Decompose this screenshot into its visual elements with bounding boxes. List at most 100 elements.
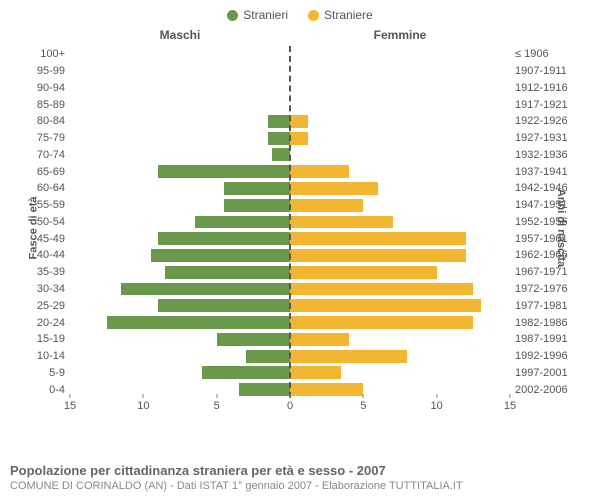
- birth-label: 2002-2006: [515, 384, 570, 396]
- x-tick-mark: [70, 394, 71, 398]
- bar-male: [268, 115, 290, 128]
- legend-swatch: [227, 10, 238, 21]
- birth-label: 1982-1986: [515, 317, 570, 329]
- column-titles: Maschi Femmine: [70, 28, 510, 42]
- centerline: [289, 46, 291, 398]
- bar-female: [290, 132, 308, 145]
- birth-label: 1967-1971: [515, 266, 570, 278]
- bar-male: [158, 299, 290, 312]
- bar-male: [268, 132, 290, 145]
- birth-label: 1977-1981: [515, 300, 570, 312]
- x-tick-mark: [436, 394, 437, 398]
- bar-female: [290, 283, 473, 296]
- age-label: 5-9: [20, 367, 65, 379]
- bar-male: [246, 350, 290, 363]
- x-tick-label: 15: [64, 400, 76, 412]
- birth-label: 1972-1976: [515, 283, 570, 295]
- caption: Popolazione per cittadinanza straniera p…: [10, 463, 463, 492]
- age-label: 95-99: [20, 65, 65, 77]
- age-label: 15-19: [20, 333, 65, 345]
- birth-label: 1917-1921: [515, 99, 570, 111]
- birth-label: 1932-1936: [515, 149, 570, 161]
- bar-male: [224, 199, 290, 212]
- age-label: 0-4: [20, 384, 65, 396]
- birth-label: 1962-1966: [515, 249, 570, 261]
- legend-item: Straniere: [308, 8, 373, 22]
- bar-male: [217, 333, 290, 346]
- age-label: 45-49: [20, 233, 65, 245]
- x-tick-label: 10: [137, 400, 149, 412]
- bar-female: [290, 333, 349, 346]
- bar-female: [290, 199, 363, 212]
- age-label: 50-54: [20, 216, 65, 228]
- bar-female: [290, 216, 393, 229]
- bar-male: [121, 283, 290, 296]
- x-tick-mark: [363, 394, 364, 398]
- legend-label: Stranieri: [243, 8, 288, 22]
- age-label: 60-64: [20, 182, 65, 194]
- bar-male: [165, 266, 290, 279]
- age-label: 85-89: [20, 99, 65, 111]
- bar-female: [290, 266, 437, 279]
- bar-female: [290, 350, 407, 363]
- x-tick-label: 0: [287, 400, 293, 412]
- x-tick-mark: [216, 394, 217, 398]
- legend-item: Stranieri: [227, 8, 288, 22]
- bar-female: [290, 249, 466, 262]
- birth-label: 1927-1931: [515, 132, 570, 144]
- bar-female: [290, 366, 341, 379]
- x-tick-mark: [510, 394, 511, 398]
- age-label: 25-29: [20, 300, 65, 312]
- bar-male: [202, 366, 290, 379]
- birth-label: 1952-1956: [515, 216, 570, 228]
- bar-female: [290, 383, 363, 396]
- age-label: 65-69: [20, 166, 65, 178]
- birth-label: 1937-1941: [515, 166, 570, 178]
- bar-female: [290, 299, 481, 312]
- bar-male: [224, 182, 290, 195]
- legend-swatch: [308, 10, 319, 21]
- birth-label: 1942-1946: [515, 182, 570, 194]
- bar-female: [290, 165, 349, 178]
- age-label: 75-79: [20, 132, 65, 144]
- age-label: 90-94: [20, 82, 65, 94]
- birth-label: 1947-1951: [515, 199, 570, 211]
- x-tick-label: 10: [431, 400, 443, 412]
- bar-male: [107, 316, 290, 329]
- bar-female: [290, 182, 378, 195]
- age-label: 70-74: [20, 149, 65, 161]
- x-axis: 15105051015: [70, 400, 510, 416]
- legend-label: Straniere: [324, 8, 373, 22]
- bar-female: [290, 316, 473, 329]
- birth-label: 1987-1991: [515, 333, 570, 345]
- x-tick-label: 15: [504, 400, 516, 412]
- age-label: 40-44: [20, 249, 65, 261]
- age-label: 80-84: [20, 115, 65, 127]
- caption-title: Popolazione per cittadinanza straniera p…: [10, 463, 463, 478]
- bar-male: [158, 232, 290, 245]
- birth-label: 1922-1926: [515, 115, 570, 127]
- x-tick-mark: [290, 394, 291, 398]
- birth-label: 1907-1911: [515, 65, 570, 77]
- birth-label: 1997-2001: [515, 367, 570, 379]
- bar-male: [195, 216, 290, 229]
- age-label: 35-39: [20, 266, 65, 278]
- caption-sub: COMUNE DI CORINALDO (AN) - Dati ISTAT 1°…: [10, 480, 463, 492]
- x-tick-mark: [143, 394, 144, 398]
- age-label: 100+: [20, 48, 65, 60]
- bar-female: [290, 115, 308, 128]
- plot-area: 0-42002-20065-91997-200110-141992-199615…: [70, 46, 510, 398]
- bar-male: [151, 249, 290, 262]
- age-label: 10-14: [20, 350, 65, 362]
- legend: Stranieri Straniere: [0, 0, 600, 22]
- age-label: 20-24: [20, 317, 65, 329]
- bar-male: [158, 165, 290, 178]
- age-label: 30-34: [20, 283, 65, 295]
- pyramid-chart: Maschi Femmine Fasce di età Anni di nasc…: [70, 28, 510, 428]
- bar-female: [290, 232, 466, 245]
- birth-label: 1957-1961: [515, 233, 570, 245]
- title-left: Maschi: [70, 28, 290, 42]
- age-label: 55-59: [20, 199, 65, 211]
- bar-male: [272, 148, 290, 161]
- birth-label: 1992-1996: [515, 350, 570, 362]
